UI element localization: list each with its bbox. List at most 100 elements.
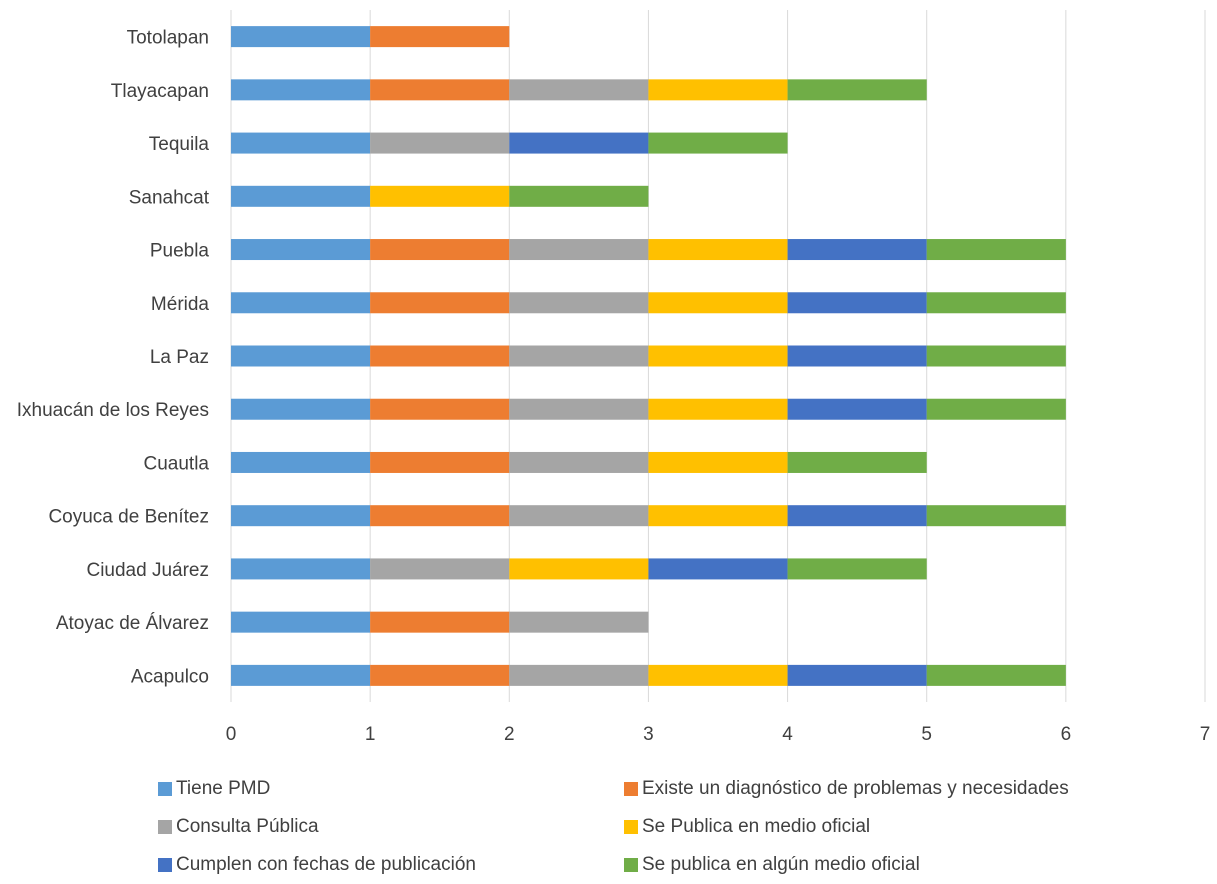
bar-segment	[231, 132, 371, 154]
category-label: Tequila	[149, 134, 210, 155]
bar-segment	[509, 345, 649, 367]
category-label: Acapulco	[131, 666, 209, 687]
bar-segment	[231, 239, 371, 261]
bar-segment	[231, 558, 371, 580]
bar-segment	[509, 185, 649, 207]
bar-segment	[509, 79, 649, 101]
legend-swatch	[158, 782, 172, 796]
legend-label: Tiene PMD	[176, 778, 271, 799]
legend-swatch	[158, 820, 172, 834]
bar-segment	[509, 558, 649, 580]
bar-segment	[926, 505, 1066, 527]
chart-legend: Tiene PMD Existe un diagnóstico de probl…	[0, 770, 1217, 884]
bar-segment	[787, 292, 927, 314]
bar-segment	[787, 345, 927, 367]
legend-item-2: Consulta Pública	[158, 816, 319, 838]
bar-segment	[648, 79, 788, 101]
category-label: Atoyac de Álvarez	[56, 613, 209, 634]
bar-segment	[648, 345, 788, 367]
bar-segment	[787, 451, 927, 473]
legend-label: Se Publica en medio oficial	[642, 816, 871, 837]
legend-label: Cumplen con fechas de publicación	[176, 854, 476, 875]
bar-segment	[370, 398, 510, 420]
bar-segment	[370, 239, 510, 261]
bar-segment	[926, 664, 1066, 686]
category-label: Ciudad Juárez	[86, 560, 209, 581]
legend-label: Consulta Pública	[176, 816, 319, 837]
x-tick-label: 5	[921, 724, 932, 745]
category-label: Mérida	[151, 294, 210, 315]
category-label: Coyuca de Benítez	[48, 507, 209, 528]
legend-item-1: Existe un diagnóstico de problemas y nec…	[624, 778, 1069, 800]
category-label: La Paz	[150, 347, 209, 368]
legend-item-0: Tiene PMD	[158, 778, 270, 800]
bar-segment	[787, 664, 927, 686]
bar-segment	[370, 664, 510, 686]
bar-segment	[509, 292, 649, 314]
x-tick-label: 2	[504, 724, 515, 745]
bar-segment	[370, 611, 510, 633]
category-label: Totolapan	[127, 28, 209, 49]
chart-plot: 0 1 2 3 4 5 6 7 Acapulco Atoyac de Álvarez Ciudad …	[17, 10, 1211, 745]
bar-segment	[787, 239, 927, 261]
category-label: Puebla	[150, 241, 210, 262]
bar-segment	[926, 398, 1066, 420]
bar-segment	[370, 26, 510, 48]
bar-segment	[370, 292, 510, 314]
bar-segment	[231, 185, 371, 207]
bar-segment	[231, 292, 371, 314]
legend-label: Se publica en algún medio oficial	[642, 854, 920, 875]
bar-segment	[509, 611, 649, 633]
bar-segment	[648, 239, 788, 261]
bar-segment	[787, 558, 927, 580]
bar-segment	[509, 664, 649, 686]
x-tick-label: 3	[643, 724, 654, 745]
bar-segment	[370, 505, 510, 527]
bar-segment	[370, 185, 510, 207]
x-tick-label: 4	[782, 724, 793, 745]
legend-item-5: Se publica en algún medio oficial	[624, 854, 920, 876]
legend-swatch	[158, 858, 172, 872]
bar-segment	[648, 292, 788, 314]
x-tick-label: 6	[1061, 724, 1072, 745]
bar-segment	[231, 611, 371, 633]
bar-segment	[509, 451, 649, 473]
legend-swatch	[624, 858, 638, 872]
bar-segment	[370, 132, 510, 154]
bar-segment	[648, 558, 788, 580]
bar-segment	[648, 132, 788, 154]
x-tick-label: 7	[1200, 724, 1211, 745]
bar-segment	[231, 345, 371, 367]
bar-segment	[509, 132, 649, 154]
category-label: Sanahcat	[129, 187, 210, 208]
bar-segment	[509, 398, 649, 420]
x-tick-label: 1	[365, 724, 376, 745]
bar-segment	[787, 505, 927, 527]
bar-segment	[648, 398, 788, 420]
bar-segment	[787, 398, 927, 420]
bar-segment	[926, 239, 1066, 261]
bar-segment	[509, 239, 649, 261]
bar-segment	[648, 505, 788, 527]
bar-segment	[231, 451, 371, 473]
bar-segment	[787, 79, 927, 101]
bar-segment	[648, 451, 788, 473]
legend-item-3: Se Publica en medio oficial	[624, 816, 870, 838]
bar-segment	[370, 558, 510, 580]
bar-segment	[926, 292, 1066, 314]
bar-segment	[370, 451, 510, 473]
x-tick-label: 0	[226, 724, 237, 745]
bar-segment	[231, 505, 371, 527]
legend-label: Existe un diagnóstico de problemas y nec…	[642, 778, 1069, 799]
bar-segment	[509, 505, 649, 527]
category-label: Tlayacapan	[111, 81, 209, 102]
bar-segment	[231, 79, 371, 101]
bar-segment	[231, 398, 371, 420]
category-label: Ixhuacán de los Reyes	[17, 400, 209, 421]
category-label: Cuautla	[144, 453, 210, 474]
bar-segment	[231, 26, 371, 48]
bar-segment	[370, 345, 510, 367]
legend-swatch	[624, 820, 638, 834]
bar-segment	[231, 664, 371, 686]
